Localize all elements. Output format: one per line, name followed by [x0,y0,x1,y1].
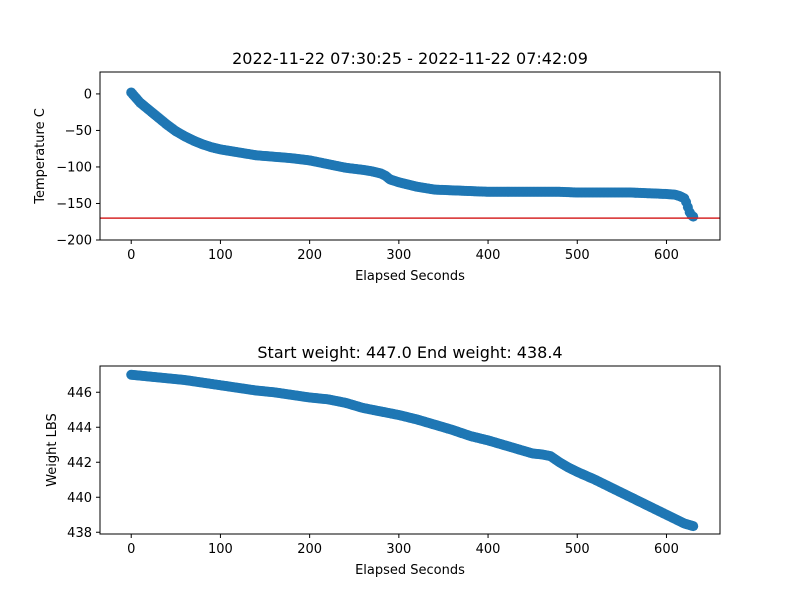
weight-x-ticks: 0 100 200 300 400 500 600 [127,534,679,557]
temperature-y-tick-label: −150 [56,197,92,212]
weight-x-tick-label: 600 [654,542,679,557]
temperature-plot-area [99,71,721,241]
temperature-x-tick-label: 0 [127,248,135,263]
temperature-points [126,87,699,222]
temperature-panel: 2022-11-22 07:30:25 - 2022-11-22 07:42:0… [33,49,721,284]
weight-y-tick-label: 444 [67,421,92,436]
weight-x-tick-label: 400 [476,542,501,557]
temperature-x-ticks: 0 100 200 300 400 500 600 [127,240,679,263]
weight-points [126,369,699,532]
temperature-y-tick-label: −50 [65,124,92,139]
weight-x-tick-label: 200 [297,542,322,557]
weight-chart-title: Start weight: 447.0 End weight: 438.4 [257,343,562,362]
weight-x-tick-label: 0 [127,542,135,557]
weight-plot-area [99,365,721,535]
weight-panel: Start weight: 447.0 End weight: 438.4 0 1… [45,343,721,578]
temperature-x-tick-label: 400 [476,248,501,263]
temperature-data-point [688,211,699,222]
temperature-x-tick-label: 500 [565,248,590,263]
temperature-y-tick-label: −200 [56,234,92,249]
temperature-y-ticks: 0 −50 −100 −150 −200 [56,87,100,249]
temperature-y-tick-label: −100 [56,160,92,175]
temperature-x-axis-label: Elapsed Seconds [355,269,465,284]
temperature-x-tick-label: 600 [654,248,679,263]
temperature-chart-title: 2022-11-22 07:30:25 - 2022-11-22 07:42:0… [232,49,588,68]
weight-data-point [688,521,699,532]
weight-y-ticks: 438 440 442 444 446 [67,386,100,541]
weight-y-tick-label: 442 [67,456,92,471]
temperature-y-tick-label: 0 [84,87,92,102]
weight-x-tick-label: 500 [565,542,590,557]
weight-y-tick-label: 440 [67,491,92,506]
weight-y-axis-label: Weight LBS [45,413,60,487]
temperature-x-tick-label: 100 [208,248,233,263]
weight-x-axis-label: Elapsed Seconds [355,563,465,578]
weight-x-tick-label: 300 [386,542,411,557]
temperature-x-tick-label: 300 [386,248,411,263]
weight-x-tick-label: 100 [208,542,233,557]
temperature-x-tick-label: 200 [297,248,322,263]
temperature-y-axis-label: Temperature C [33,108,48,205]
weight-y-tick-label: 438 [67,526,92,541]
weight-y-tick-label: 446 [67,386,92,401]
